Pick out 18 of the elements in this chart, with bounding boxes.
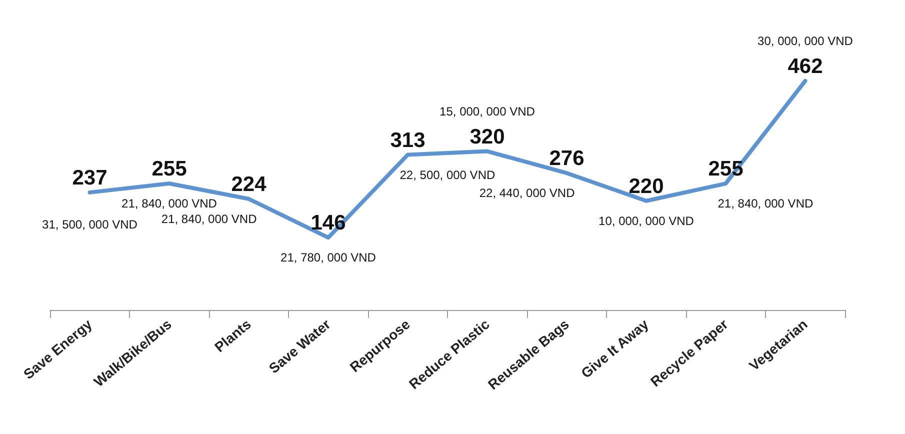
annotation: 22, 500, 000 VND bbox=[400, 168, 496, 182]
annotation: 15, 000, 000 VND bbox=[440, 104, 536, 118]
annotation: 10, 000, 000 VND bbox=[598, 214, 694, 228]
annotation: 21, 780, 000 VND bbox=[280, 250, 376, 265]
data-label: 276 bbox=[549, 147, 584, 170]
data-label: 220 bbox=[628, 174, 664, 198]
annotation: 21, 840, 000 VND bbox=[122, 196, 218, 211]
annotation: 31, 500, 000 VND bbox=[42, 217, 138, 232]
annotation: 22, 440, 000 VND bbox=[479, 186, 576, 200]
data-label: 224 bbox=[231, 172, 267, 196]
data-label: 255 bbox=[152, 158, 188, 181]
data-label: 237 bbox=[72, 166, 108, 190]
data-label: 313 bbox=[390, 128, 426, 152]
data-label: 462 bbox=[788, 54, 823, 78]
annotation: 21, 840, 000 VND bbox=[161, 212, 258, 226]
annotation: 21, 840, 000 VND bbox=[718, 196, 814, 211]
data-label: 320 bbox=[470, 125, 505, 148]
annotation: 30, 000, 000 VND bbox=[758, 34, 854, 48]
